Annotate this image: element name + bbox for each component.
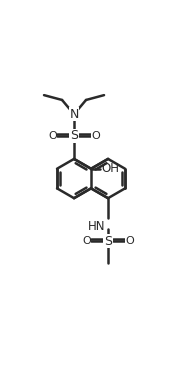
Text: HN: HN [87,220,105,233]
Text: O: O [48,131,57,141]
Text: O: O [82,236,91,246]
Text: O: O [91,131,100,141]
Text: S: S [70,129,78,142]
Text: O: O [125,236,134,246]
Text: N: N [69,108,79,121]
Text: S: S [104,235,112,248]
Text: OH: OH [102,162,120,175]
